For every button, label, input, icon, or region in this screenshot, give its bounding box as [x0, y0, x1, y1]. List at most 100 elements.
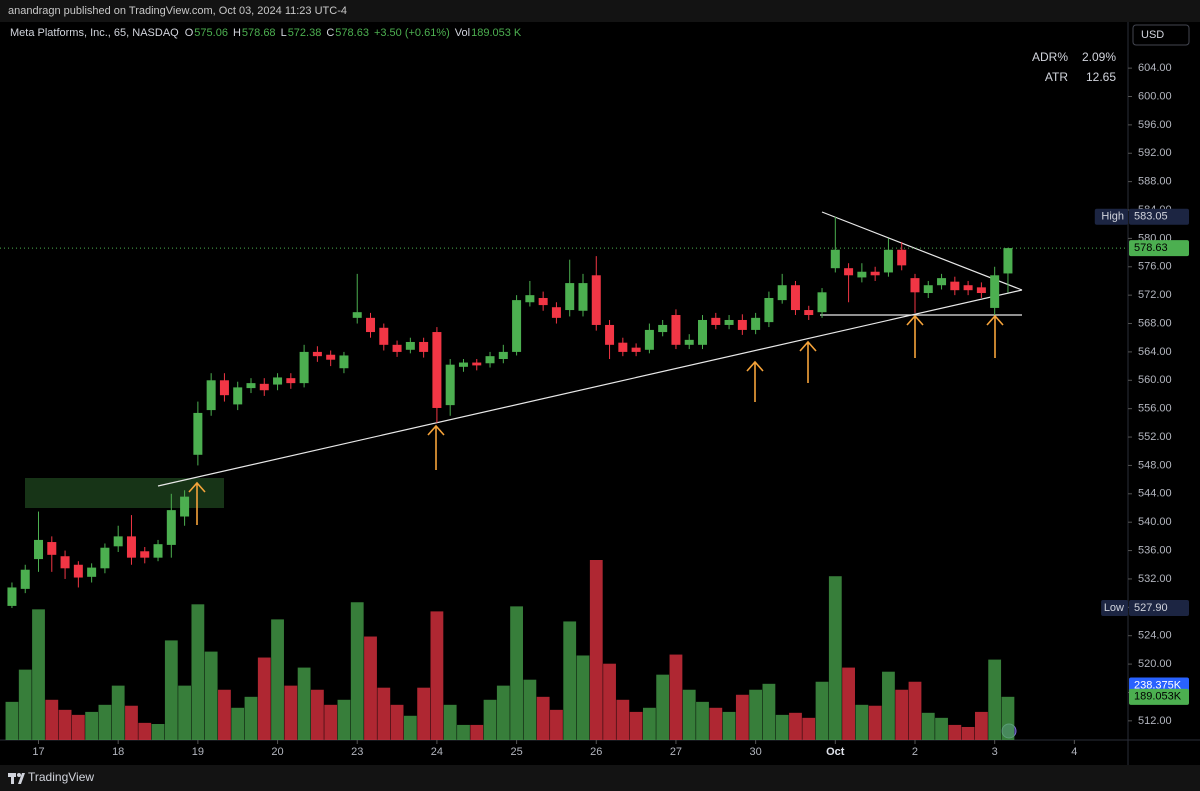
volume-key: Vol — [455, 27, 470, 39]
candle-body — [246, 383, 256, 389]
candle-body — [870, 271, 880, 276]
ohlc-value: 572.38 — [288, 27, 322, 39]
footer-brand: TradingView — [28, 770, 94, 784]
low-label-box — [1101, 600, 1128, 617]
candle-body — [405, 341, 415, 350]
last-price: 578.63 — [1134, 242, 1168, 254]
stat-label: ATR — [1045, 70, 1068, 84]
candle-body — [937, 278, 947, 286]
volume-bar — [231, 707, 245, 740]
y-tick-label: 560.00 — [1138, 374, 1172, 386]
volume-last-label: 189.053K — [1134, 691, 1182, 703]
candle-body — [20, 569, 30, 589]
high-label: High — [1101, 211, 1124, 223]
volume-bar — [868, 705, 882, 740]
volume-bar — [550, 709, 563, 740]
high-value-box — [1129, 208, 1189, 225]
volume-bar — [98, 704, 112, 740]
volume-bar — [696, 701, 709, 740]
candle-body — [963, 285, 973, 291]
currency: USD — [1141, 29, 1164, 41]
volume-bar — [988, 659, 1002, 740]
volume-bar — [191, 604, 205, 740]
candle-body — [233, 387, 243, 405]
candle-body — [472, 362, 482, 366]
volume-bar — [709, 707, 723, 740]
candle-body — [206, 380, 216, 411]
candle-body — [804, 310, 814, 316]
volume-bar — [656, 674, 670, 740]
last-price-box — [1129, 240, 1189, 257]
x-tick-label: 2 — [912, 746, 918, 758]
candle-body — [711, 317, 721, 325]
volume-bar — [802, 717, 816, 740]
candle-body — [100, 547, 110, 569]
candle-body — [73, 564, 83, 578]
volume-bar — [5, 701, 19, 740]
y-tick-label: 600.00 — [1138, 90, 1172, 102]
candle-body — [897, 249, 907, 266]
candle-body — [684, 339, 694, 345]
volume-bar — [682, 689, 696, 740]
footer-bar — [0, 765, 1200, 791]
candle-body — [286, 378, 296, 384]
volume-bar — [32, 609, 45, 740]
volume-bar — [815, 681, 829, 740]
candle-body — [180, 496, 190, 517]
high-value: 583.05 — [1134, 211, 1168, 223]
candle-body — [87, 567, 97, 577]
candle-body — [392, 344, 402, 352]
volume-bar — [496, 685, 510, 740]
candle-body — [7, 587, 17, 606]
volume-bar — [403, 715, 417, 740]
candle-body — [432, 332, 442, 408]
stat-label: ADR% — [1032, 50, 1068, 64]
candle-body — [671, 315, 681, 345]
demand-zone — [25, 478, 224, 508]
y-tick-label: 596.00 — [1138, 119, 1172, 131]
candle-body — [976, 287, 986, 294]
volume-bar — [470, 724, 484, 740]
y-tick-label: 556.00 — [1138, 403, 1172, 415]
candle-body — [419, 341, 429, 352]
x-tick-label: 27 — [670, 746, 682, 758]
y-tick-label: 592.00 — [1138, 147, 1172, 159]
candle-body — [140, 551, 150, 558]
x-tick-label: 4 — [1071, 746, 1077, 758]
high-label-box — [1094, 208, 1128, 225]
x-tick-label: 30 — [750, 746, 762, 758]
candle-body — [366, 317, 376, 333]
candle-body — [458, 362, 468, 367]
candle-body — [60, 556, 70, 569]
y-tick-label: 548.00 — [1138, 459, 1172, 471]
volume-bar — [589, 560, 603, 740]
candle-body — [113, 536, 123, 547]
volume-bar — [85, 711, 99, 740]
volume-bar — [842, 667, 855, 740]
volume-bar — [364, 636, 377, 740]
candle-body — [512, 300, 522, 352]
volume-bar — [948, 724, 962, 740]
volume-bar — [18, 669, 32, 740]
volume-bar — [510, 606, 523, 740]
x-tick-label: 19 — [192, 746, 204, 758]
candle-body — [910, 278, 920, 293]
volume-bar — [297, 667, 311, 740]
y-tick-label: 544.00 — [1138, 488, 1172, 500]
volume-bar — [284, 685, 298, 740]
y-tick-label: 520.00 — [1138, 658, 1172, 670]
y-tick-label: 572.00 — [1138, 289, 1172, 301]
volume-bar — [443, 704, 457, 740]
volume-bar — [390, 704, 404, 740]
low-value-box — [1129, 600, 1189, 617]
candle-body — [379, 327, 389, 345]
candle-body — [498, 351, 508, 360]
candle-body — [538, 297, 548, 306]
volume-bar — [523, 679, 537, 740]
volume-bar — [536, 696, 550, 740]
volume-bar — [417, 687, 431, 740]
volume-bar — [735, 694, 749, 740]
volume-bar — [164, 640, 178, 740]
